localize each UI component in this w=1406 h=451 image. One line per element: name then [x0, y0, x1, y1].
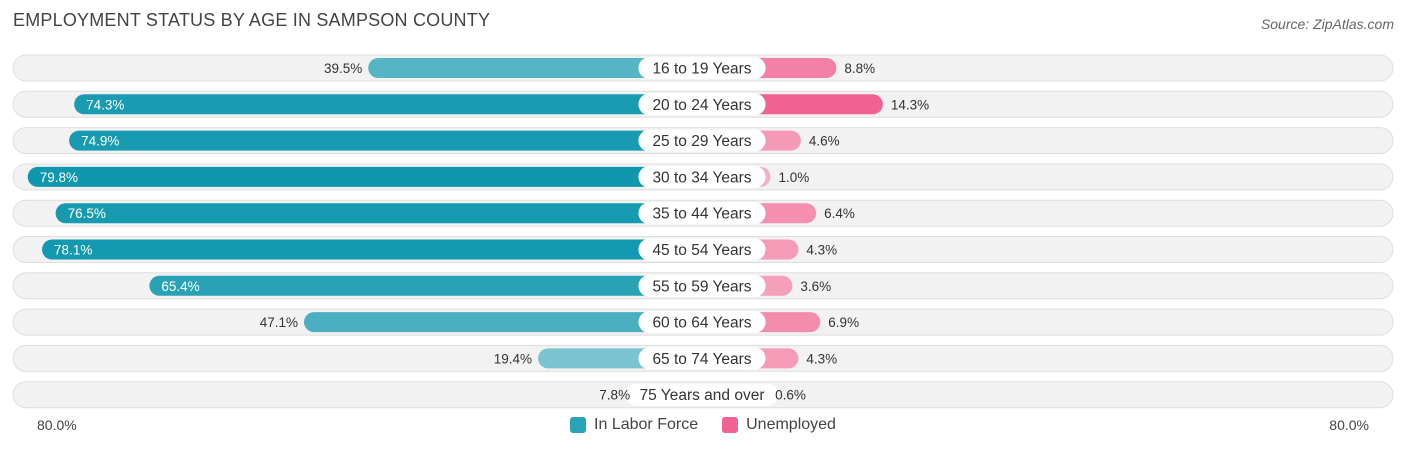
chart-row: 60 to 64 Years 47.1% 6.9% — [12, 308, 1394, 336]
value-label-labor-force: 76.5% — [68, 206, 106, 221]
value-label-labor-force: 74.3% — [86, 97, 124, 112]
category-label: 30 to 34 Years — [652, 169, 751, 186]
value-label-labor-force: 39.5% — [324, 61, 362, 76]
category-label: 55 to 59 Years — [652, 278, 751, 295]
legend-item-unemployed[interactable]: Unemployed — [722, 416, 836, 434]
category-pill — [638, 347, 766, 370]
chart-row: 55 to 59 Years 65.4% 3.6% — [12, 272, 1394, 300]
value-label-unemployed: 1.0% — [778, 170, 809, 185]
value-label-labor-force: 47.1% — [260, 315, 298, 330]
category-pill — [638, 238, 766, 261]
bar-labor-force[interactable] — [27, 166, 702, 187]
value-label-unemployed: 3.6% — [800, 279, 831, 294]
legend: In Labor Force Unemployed — [0, 416, 1406, 434]
chart-row: 35 to 44 Years 76.5% 6.4% — [12, 199, 1394, 227]
category-label: 35 to 44 Years — [652, 206, 751, 223]
chart-row: 30 to 34 Years 79.8% 1.0% — [12, 163, 1394, 191]
legend-label-unemployed: Unemployed — [746, 416, 836, 433]
bar-labor-force[interactable] — [55, 203, 702, 224]
category-pill — [638, 129, 766, 152]
legend-item-labor-force[interactable]: In Labor Force — [570, 416, 698, 434]
category-pill — [638, 202, 766, 225]
value-label-unemployed: 8.8% — [844, 61, 875, 76]
bar-labor-force[interactable] — [368, 58, 702, 78]
source-credit: Source: ZipAtlas.com — [1260, 16, 1394, 32]
chart-title: EMPLOYMENT STATUS BY AGE IN SAMPSON COUN… — [13, 10, 491, 30]
value-label-unemployed: 4.6% — [809, 134, 840, 149]
value-label-unemployed: 6.4% — [824, 206, 855, 221]
legend-swatch-labor-force — [570, 417, 587, 433]
category-label: 45 to 54 Years — [652, 242, 751, 259]
bar-labor-force[interactable] — [42, 239, 703, 260]
value-label-labor-force: 19.4% — [494, 351, 532, 366]
category-label: 75 Years and over — [640, 387, 765, 404]
value-label-labor-force: 65.4% — [161, 279, 199, 294]
category-label: 25 to 29 Years — [652, 133, 751, 150]
value-label-unemployed: 4.3% — [806, 243, 837, 258]
category-label: 60 to 64 Years — [652, 315, 751, 332]
bar-labor-force[interactable] — [149, 275, 702, 296]
bar-labor-force[interactable] — [69, 130, 703, 151]
category-label: 20 to 24 Years — [652, 97, 751, 114]
chart-row: 20 to 24 Years 74.3% 14.3% — [12, 90, 1394, 118]
value-label-unemployed: 4.3% — [806, 351, 837, 366]
legend-swatch-unemployed — [722, 417, 739, 433]
legend-label-labor-force: In Labor Force — [594, 416, 699, 433]
category-pill — [638, 93, 766, 116]
bar-labor-force[interactable] — [304, 312, 702, 333]
axis-left-label: 80.0% — [37, 417, 77, 433]
value-label-labor-force: 79.8% — [40, 170, 78, 185]
chart-row: 75 Years and over 7.8% 0.6% — [12, 381, 1394, 409]
category-pill — [638, 274, 766, 297]
value-label-unemployed: 0.6% — [775, 388, 806, 403]
category-pill — [625, 383, 779, 406]
chart-row: 45 to 54 Years 78.1% 4.3% — [12, 236, 1394, 263]
category-label: 16 to 19 Years — [652, 61, 751, 78]
chart-row: 65 to 74 Years 19.4% 4.3% — [12, 344, 1394, 372]
value-label-unemployed: 14.3% — [891, 97, 929, 112]
category-label: 65 to 74 Years — [652, 351, 751, 368]
category-pill — [638, 165, 766, 188]
chart-row: 16 to 19 Years 39.5% 8.8% — [12, 54, 1394, 82]
value-label-unemployed: 6.9% — [828, 315, 859, 330]
category-pill — [638, 57, 766, 79]
bar-labor-force[interactable] — [74, 94, 703, 115]
axis-right-label: 80.0% — [1329, 417, 1369, 433]
value-label-labor-force: 78.1% — [54, 243, 92, 258]
category-pill — [638, 311, 766, 334]
value-label-labor-force: 74.9% — [81, 134, 119, 149]
chart-row: 25 to 29 Years 74.9% 4.6% — [12, 127, 1394, 155]
value-label-labor-force: 7.8% — [599, 388, 630, 403]
